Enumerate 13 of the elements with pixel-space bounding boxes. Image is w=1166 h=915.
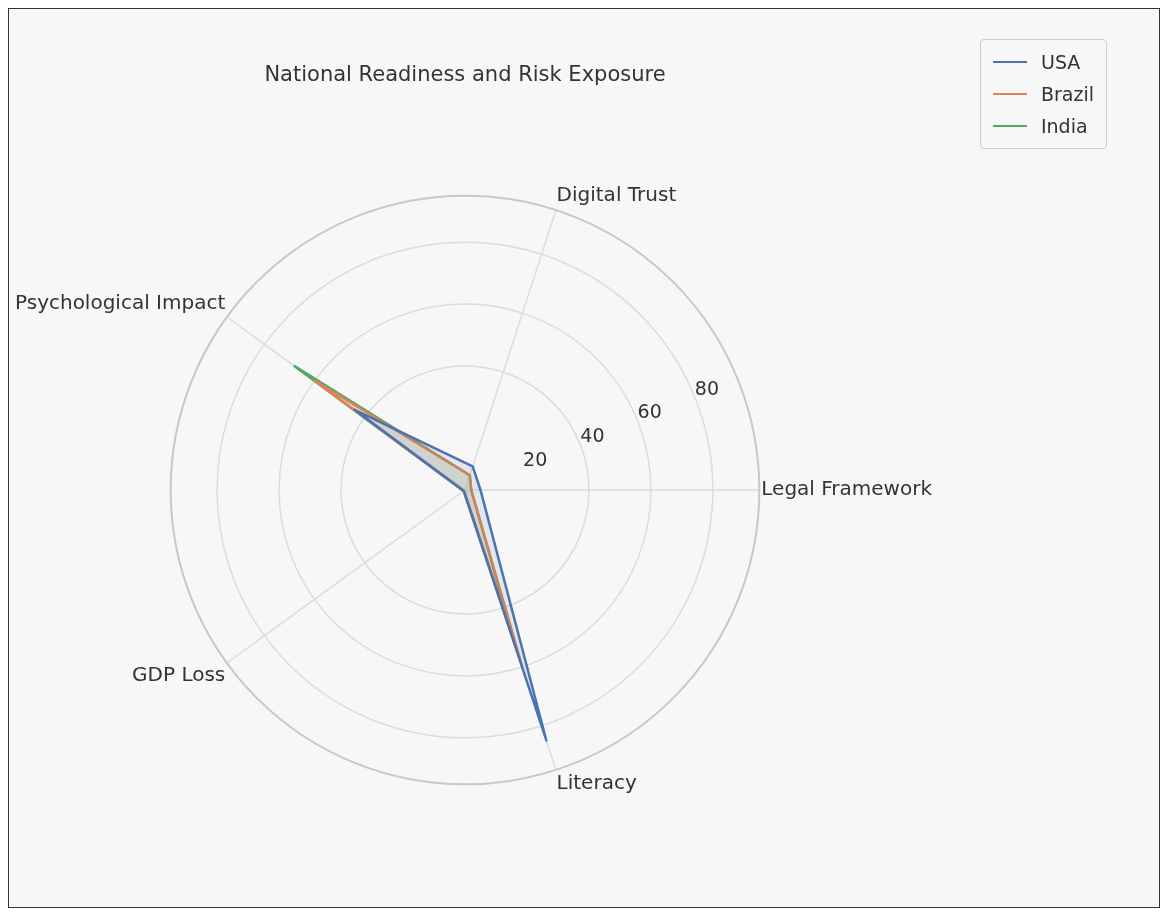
y-tick-label: 60 [637,400,662,423]
spoke-label: Literacy [556,770,637,795]
legend-label: USA [1040,51,1081,73]
y-tick-label: 20 [523,447,548,470]
text: National Readiness and Risk Exposure [264,62,666,86]
spoke-label: Psychological Impact [15,290,226,315]
spoke-label: Digital Trust [556,182,677,207]
spoke-label: GDP Loss [132,662,226,687]
legend-label: India [1040,115,1088,137]
y-tick-label: 40 [580,424,605,447]
spoke-label: Legal Framework [761,476,933,501]
y-tick-label: 80 [694,376,720,399]
legend-label: Brazil [1040,83,1094,105]
